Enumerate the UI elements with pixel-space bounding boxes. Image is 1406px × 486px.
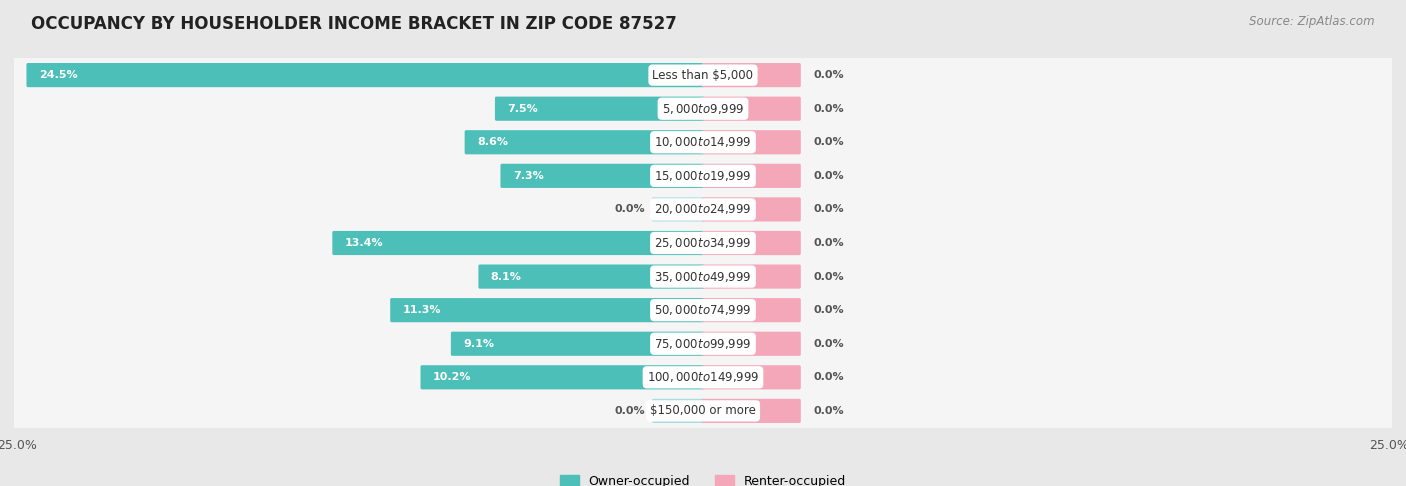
FancyBboxPatch shape [702,63,801,87]
Text: 0.0%: 0.0% [614,205,645,214]
Text: 0.0%: 0.0% [813,70,844,80]
FancyBboxPatch shape [13,258,1393,295]
FancyBboxPatch shape [501,164,704,188]
Text: 7.3%: 7.3% [513,171,544,181]
Text: 0.0%: 0.0% [614,406,645,416]
Legend: Owner-occupied, Renter-occupied: Owner-occupied, Renter-occupied [560,475,846,486]
Text: $15,000 to $19,999: $15,000 to $19,999 [654,169,752,183]
Text: 0.0%: 0.0% [813,238,844,248]
Text: 0.0%: 0.0% [813,339,844,349]
FancyBboxPatch shape [332,231,704,255]
FancyBboxPatch shape [702,298,801,322]
Text: $10,000 to $14,999: $10,000 to $14,999 [654,135,752,149]
Text: 10.2%: 10.2% [433,372,471,382]
Text: 0.0%: 0.0% [813,406,844,416]
Text: Less than $5,000: Less than $5,000 [652,69,754,82]
Text: $20,000 to $24,999: $20,000 to $24,999 [654,203,752,216]
Text: 0.0%: 0.0% [813,171,844,181]
Text: 0.0%: 0.0% [813,305,844,315]
Text: 0.0%: 0.0% [813,372,844,382]
Text: $100,000 to $149,999: $100,000 to $149,999 [647,370,759,384]
FancyBboxPatch shape [13,392,1393,430]
FancyBboxPatch shape [13,56,1393,94]
FancyBboxPatch shape [464,130,704,155]
FancyBboxPatch shape [652,197,704,222]
FancyBboxPatch shape [13,325,1393,363]
Text: 25.0%: 25.0% [1369,439,1406,452]
FancyBboxPatch shape [13,157,1393,195]
FancyBboxPatch shape [420,365,704,389]
FancyBboxPatch shape [702,164,801,188]
FancyBboxPatch shape [702,365,801,389]
FancyBboxPatch shape [13,123,1393,161]
FancyBboxPatch shape [451,331,704,356]
Text: 24.5%: 24.5% [39,70,77,80]
Text: 0.0%: 0.0% [813,205,844,214]
FancyBboxPatch shape [478,264,704,289]
Text: $25,000 to $34,999: $25,000 to $34,999 [654,236,752,250]
Text: $5,000 to $9,999: $5,000 to $9,999 [662,102,744,116]
Text: 0.0%: 0.0% [813,137,844,147]
FancyBboxPatch shape [652,399,704,423]
FancyBboxPatch shape [702,331,801,356]
FancyBboxPatch shape [702,231,801,255]
Text: 25.0%: 25.0% [0,439,37,452]
Text: $150,000 or more: $150,000 or more [650,404,756,417]
FancyBboxPatch shape [13,224,1393,262]
FancyBboxPatch shape [27,63,704,87]
FancyBboxPatch shape [13,90,1393,127]
FancyBboxPatch shape [13,191,1393,228]
Text: 11.3%: 11.3% [402,305,441,315]
FancyBboxPatch shape [702,264,801,289]
Text: 8.6%: 8.6% [477,137,508,147]
Text: 7.5%: 7.5% [508,104,538,114]
Text: Source: ZipAtlas.com: Source: ZipAtlas.com [1250,15,1375,28]
Text: $75,000 to $99,999: $75,000 to $99,999 [654,337,752,351]
Text: $50,000 to $74,999: $50,000 to $74,999 [654,303,752,317]
FancyBboxPatch shape [13,291,1393,329]
Text: 13.4%: 13.4% [344,238,384,248]
Text: 9.1%: 9.1% [463,339,495,349]
FancyBboxPatch shape [702,197,801,222]
FancyBboxPatch shape [702,130,801,155]
Text: OCCUPANCY BY HOUSEHOLDER INCOME BRACKET IN ZIP CODE 87527: OCCUPANCY BY HOUSEHOLDER INCOME BRACKET … [31,15,676,33]
Text: $35,000 to $49,999: $35,000 to $49,999 [654,270,752,283]
FancyBboxPatch shape [702,97,801,121]
Text: 0.0%: 0.0% [813,104,844,114]
Text: 8.1%: 8.1% [491,272,522,281]
FancyBboxPatch shape [13,359,1393,396]
FancyBboxPatch shape [702,399,801,423]
FancyBboxPatch shape [495,97,704,121]
Text: 0.0%: 0.0% [813,272,844,281]
FancyBboxPatch shape [391,298,704,322]
